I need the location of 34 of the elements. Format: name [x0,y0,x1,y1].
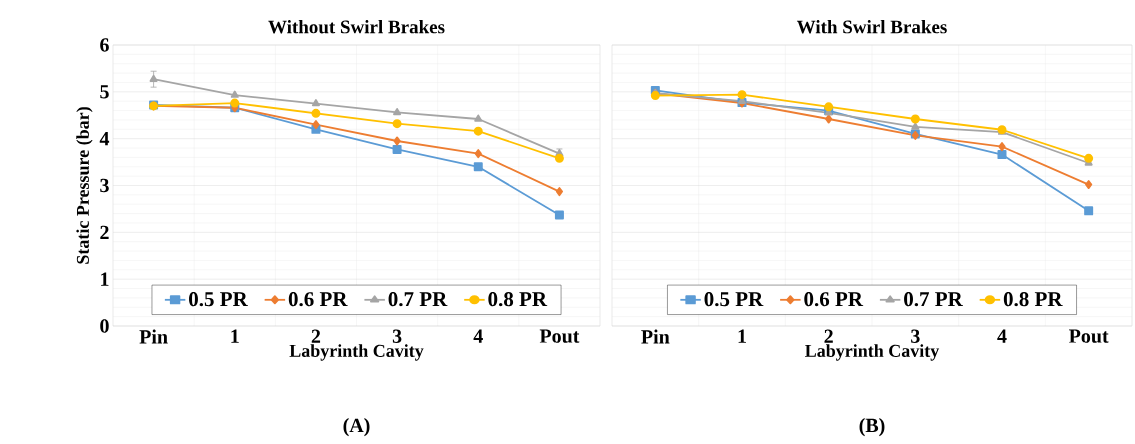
text: (A) [343,418,370,437]
y-tick-label: 1 [101,272,109,286]
y-tick-label: 6 [100,38,109,52]
x-tick-label: 1 [231,329,239,343]
legend-label: 0.6 PR [804,292,864,307]
x-tick-label: 4 [473,329,483,343]
x-tick-label: Pin [641,329,670,344]
legend-label: 0.8 PR [1003,292,1063,307]
x-axis-title: Labyrinth Cavity [805,344,940,361]
y-tick-label: 2 [100,225,109,239]
y-tick-label: 4 [99,132,110,146]
x-axis-title: Labyrinth Cavity [289,344,424,361]
x-tick-label: 3 [911,329,920,343]
x-tick-label: 2 [311,329,321,343]
x-tick-label: 4 [997,329,1007,343]
legend-label: 0.7 PR [388,292,448,307]
legend-label: 0.5 PR [189,292,248,307]
y-tick-label: 0 [100,319,109,333]
x-tick-label: Pin [139,329,168,344]
legend-label: 0.8 PR [488,292,548,307]
legend-label: 0.5 PR [704,292,764,307]
x-tick-label: 1 [738,329,746,343]
x-tick-label: Pout [1069,329,1109,343]
legend-label: 0.7 PR [904,292,963,307]
x-tick-label: Pout [539,329,580,343]
text: (B) [859,418,885,437]
y-axis-title: Static Pressure (bar) [76,107,93,264]
x-tick-label: 2 [824,329,833,343]
chart-title: Without Swirl Brakes [268,20,445,34]
y-tick-label: 3 [100,178,109,193]
legend-label: 0.6 PR [288,292,348,307]
y-tick-label: 5 [100,85,109,99]
chart-title: With Swirl Brakes [796,20,947,34]
x-tick-label: 3 [392,329,402,343]
